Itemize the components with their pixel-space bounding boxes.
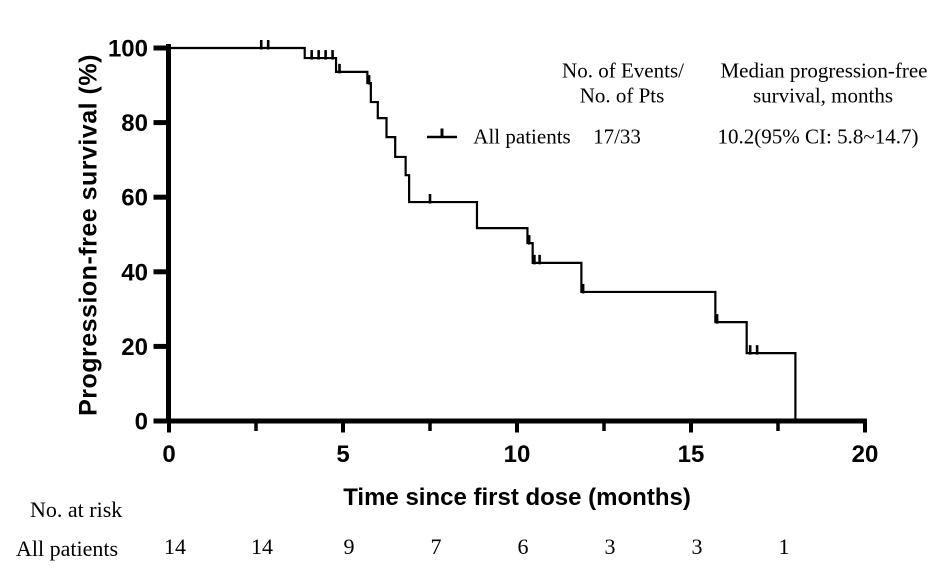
y-axis-title: Progression-free survival (%) [74,54,103,416]
x-tick-label: 10 [504,441,531,468]
x-tick-label: 15 [678,441,705,468]
y-tick-label: 0 [135,409,148,436]
x-axis-title: Time since first dose (months) [343,484,691,511]
x-tick-label: 0 [162,441,175,468]
risk-count: 1 [779,534,790,559]
y-tick-label: 100 [108,36,148,63]
y-tick-label: 40 [121,259,148,286]
y-tick-label: 20 [121,334,148,361]
risk-table-row-label: All patients [16,536,119,561]
risk-count: 14 [251,534,273,559]
risk-count: 6 [518,534,529,559]
km-curve [169,46,797,421]
legend-median-value: 10.2(95% CI: 5.8~14.7) [717,124,919,149]
legend-events-value: 17/33 [593,124,641,149]
legend-events-header-line2: No. of Pts [579,83,665,108]
y-tick-label: 60 [121,185,148,212]
risk-count: 14 [164,534,186,559]
risk-count: 3 [605,534,616,559]
risk-table-header: No. at risk [30,497,123,522]
x-tick-label: 20 [852,441,879,468]
risk-count: 3 [692,534,703,559]
risk-count: 7 [431,534,442,559]
y-tick-label: 80 [121,110,148,137]
x-tick-label: 5 [336,441,349,468]
risk-count: 9 [344,534,355,559]
legend-median-header-line1: Median progression-free [720,58,928,83]
legend-series-label: All patients [473,124,571,149]
legend-median-header-line2: survival, months [753,83,893,108]
legend-events-header-line1: No. of Events/ [562,58,684,83]
